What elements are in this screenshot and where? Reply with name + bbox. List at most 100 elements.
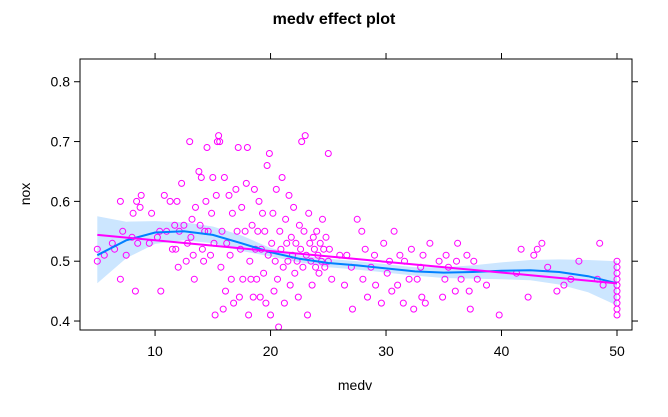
x-tick-label: 40	[494, 343, 510, 359]
scatter-point	[247, 275, 255, 283]
scatter-point	[129, 209, 137, 217]
y-tick-label: 0.7	[51, 134, 71, 150]
scatter-point	[435, 257, 443, 265]
scatter-point	[466, 305, 474, 313]
scatter-point	[295, 221, 303, 229]
scatter-point	[517, 245, 525, 253]
scatter-point	[260, 269, 268, 277]
scatter-point	[341, 281, 348, 289]
scatter-point	[178, 179, 186, 187]
scatter-point	[407, 245, 415, 253]
scatter-point	[439, 293, 447, 301]
scatter-point	[232, 185, 240, 193]
scatter-point	[227, 275, 235, 283]
smooth-fit-line	[96, 230, 618, 285]
scatter-point	[372, 281, 380, 289]
scatter-point	[358, 227, 366, 235]
scatter-point	[560, 281, 568, 289]
y-tick-label: 0.4	[51, 313, 71, 329]
scatter-point	[174, 263, 182, 271]
scatter-point	[470, 257, 478, 265]
x-tick-label: 10	[147, 343, 163, 359]
scatter-point	[226, 251, 234, 259]
scatter-point	[234, 144, 242, 151]
scatter-point	[230, 299, 238, 307]
scatter-point	[319, 215, 326, 223]
scatter-point	[254, 227, 262, 235]
ticks-layer: 10 20 30 40 50 0.4 0.5 0.6 0.7 0.8	[51, 53, 638, 359]
scatter-point	[399, 299, 407, 307]
scatter-point	[180, 221, 188, 229]
scatter-point	[282, 215, 290, 223]
scatter-point	[157, 287, 165, 295]
scatter-point	[239, 275, 247, 283]
scatter-point	[249, 293, 257, 301]
scatter-point	[553, 287, 561, 295]
scatter-point	[301, 132, 309, 140]
scatter-point	[253, 275, 261, 283]
scatter-point	[284, 257, 292, 265]
scatter-point	[219, 305, 227, 313]
scatter-point	[246, 257, 254, 265]
scatter-point	[380, 239, 388, 247]
scatter-point	[269, 209, 277, 217]
scatter-point	[495, 311, 503, 319]
scatter-point	[451, 287, 459, 295]
scatter-point	[216, 138, 224, 146]
scatter-point	[287, 233, 295, 241]
scatter-point	[261, 227, 269, 235]
scatter-point	[410, 305, 418, 313]
scatter-point	[116, 197, 124, 205]
scatter-point	[93, 257, 101, 265]
scatter-point	[220, 174, 228, 181]
scatter-point	[315, 269, 323, 277]
fit-lines-layer	[96, 230, 618, 285]
scatter-point	[171, 221, 179, 229]
scatter-point	[292, 239, 300, 247]
scatter-point	[190, 275, 198, 283]
x-tick-label: 20	[263, 343, 279, 359]
scatter-point	[200, 257, 208, 265]
scatter-point	[122, 251, 130, 259]
scatter-point	[320, 245, 328, 253]
scatter-point	[192, 203, 199, 211]
y-tick-label: 0.6	[51, 193, 71, 209]
scatter-point	[196, 221, 204, 229]
scatter-point	[421, 299, 429, 307]
scatter-point	[324, 257, 332, 265]
scatter-point	[285, 191, 293, 199]
scatter-point	[418, 293, 426, 301]
scatter-point	[306, 239, 314, 247]
scatter-point	[322, 233, 330, 241]
scatter-point	[426, 239, 434, 247]
confidence-band	[97, 216, 618, 306]
scatter-point	[279, 263, 287, 271]
scatter-point	[188, 215, 196, 223]
scatter-point	[364, 293, 371, 301]
scatter-point	[274, 275, 281, 283]
scatter-point	[441, 275, 449, 283]
scatter-point	[242, 179, 250, 187]
scatter-point	[209, 174, 217, 181]
scatter-point	[524, 293, 532, 301]
scatter-point	[267, 311, 274, 319]
scatter-point	[268, 239, 276, 247]
scatter-point	[280, 299, 288, 307]
scatter-point	[371, 251, 378, 259]
chart-title: medv effect plot	[273, 11, 396, 28]
scatter-point	[198, 245, 206, 253]
scatter-point	[313, 227, 321, 235]
scatter-point	[108, 239, 116, 247]
scatter-point	[483, 281, 490, 289]
scatter-point	[473, 275, 481, 283]
scatter-point	[377, 299, 385, 307]
scatter-point	[186, 138, 194, 146]
scatter-point	[197, 174, 205, 181]
scatter-point	[116, 275, 124, 283]
linear-fit-line	[97, 233, 618, 285]
scatter-point	[134, 239, 142, 247]
scatter-point	[207, 251, 214, 259]
scatter-point	[390, 227, 398, 235]
